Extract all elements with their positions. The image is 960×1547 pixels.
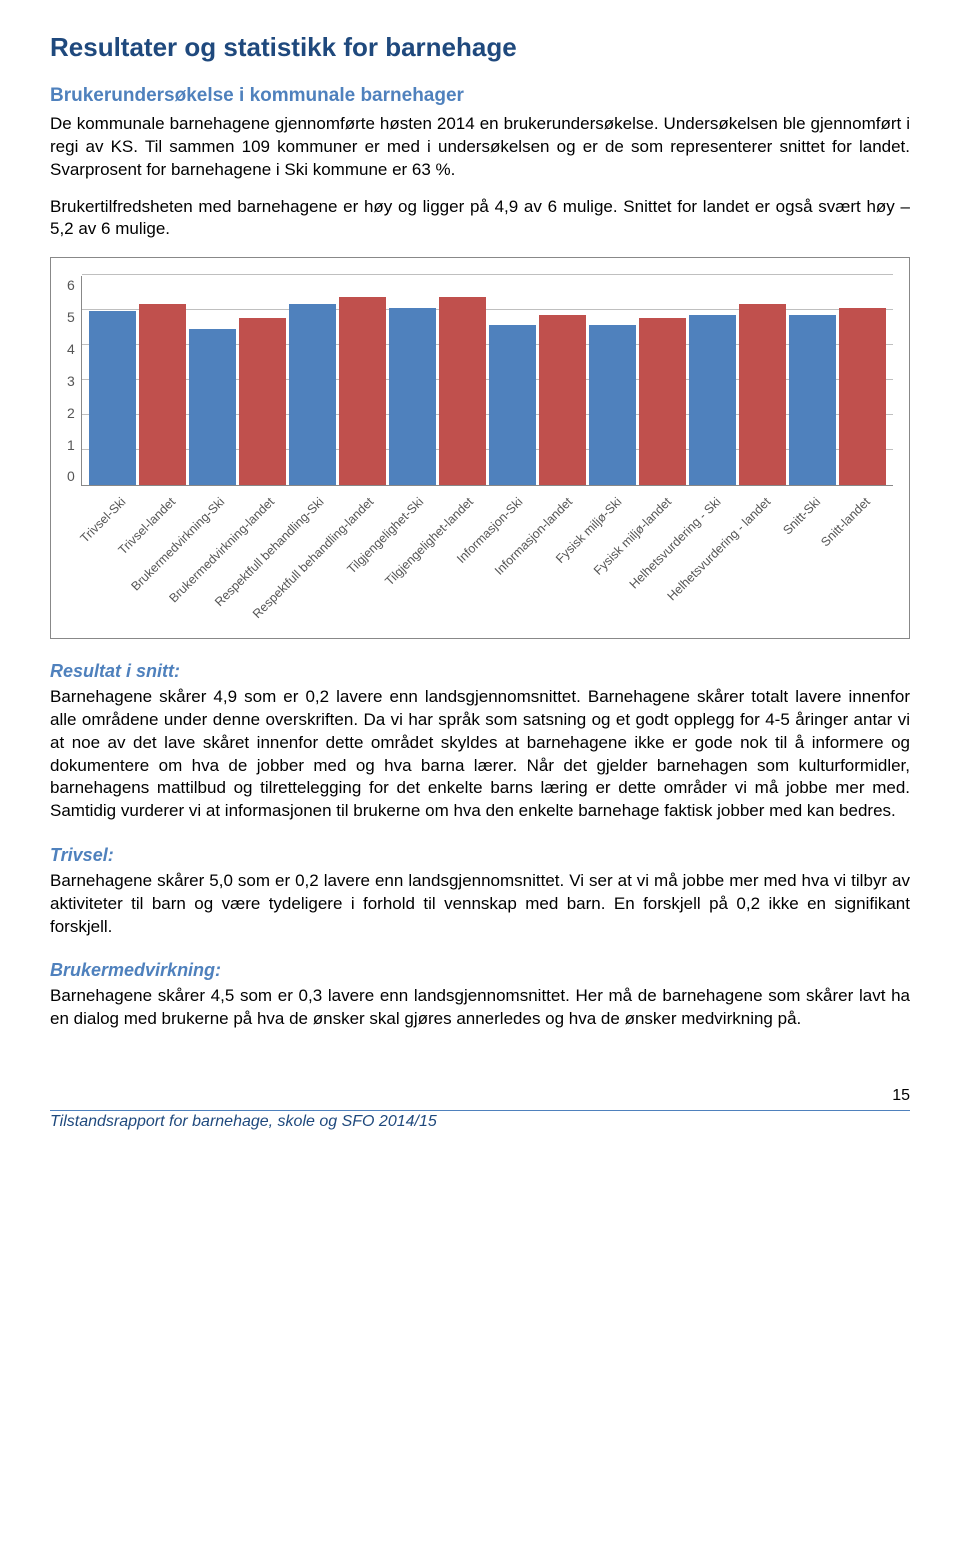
chart-ytick: 5 <box>67 308 75 327</box>
chart-bar <box>89 311 136 485</box>
chart-ytick: 4 <box>67 340 75 359</box>
chart-bar <box>639 318 686 485</box>
chart-bars <box>82 276 893 485</box>
trivsel-text: Barnehagene skårer 5,0 som er 0,2 lavere… <box>50 870 910 939</box>
chart-plot-area <box>81 276 893 486</box>
resultat-text: Barnehagene skårer 4,9 som er 0,2 lavere… <box>50 686 910 824</box>
intro-paragraph-2: Brukertilfredsheten med barnehagene er h… <box>50 196 910 242</box>
chart-bar <box>139 304 186 485</box>
chart-bar <box>239 318 286 485</box>
chart-ytick: 3 <box>67 372 75 391</box>
chart-bar <box>689 315 736 486</box>
chart-bar <box>389 308 436 486</box>
chart-ytick: 1 <box>67 436 75 455</box>
chart-bar <box>839 308 886 486</box>
bruker-text: Barnehagene skårer 4,5 som er 0,3 lavere… <box>50 985 910 1031</box>
intro-paragraph-1: De kommunale barnehagene gjennomførte hø… <box>50 113 910 182</box>
chart-bar <box>539 315 586 486</box>
chart-bar <box>489 325 536 485</box>
chart-bar <box>739 304 786 485</box>
section-heading-intro: Brukerundersøkelse i kommunale barnehage… <box>50 83 910 109</box>
footer-doc-title: Tilstandsrapport for barnehage, skole og… <box>50 1111 910 1133</box>
chart-y-axis: 6 5 4 3 2 1 0 <box>67 276 81 486</box>
section-heading-trivsel: Trivsel: <box>50 843 910 867</box>
chart-x-labels: Trivsel-SkiTrivsel-landetBrukermedvirkni… <box>67 486 893 630</box>
section-heading-bruker: Brukermedvirkning: <box>50 958 910 982</box>
page-title: Resultater og statistikk for barnehage <box>50 30 910 65</box>
chart-ytick: 2 <box>67 404 75 423</box>
page-footer: 15 Tilstandsrapport for barnehage, skole… <box>50 1085 910 1133</box>
chart-bar <box>589 325 636 485</box>
chart-bar <box>289 304 336 485</box>
page-number: 15 <box>50 1085 910 1107</box>
chart-bar <box>189 329 236 486</box>
bar-chart: 6 5 4 3 2 1 0 Trivsel-SkiTrivsel-landetBrukerm… <box>50 257 910 639</box>
chart-bar <box>439 297 486 485</box>
section-heading-resultat: Resultat i snitt: <box>50 659 910 683</box>
chart-ytick: 6 <box>67 276 75 295</box>
chart-bar <box>339 297 386 485</box>
chart-bar <box>789 315 836 486</box>
chart-ytick: 0 <box>67 467 75 486</box>
